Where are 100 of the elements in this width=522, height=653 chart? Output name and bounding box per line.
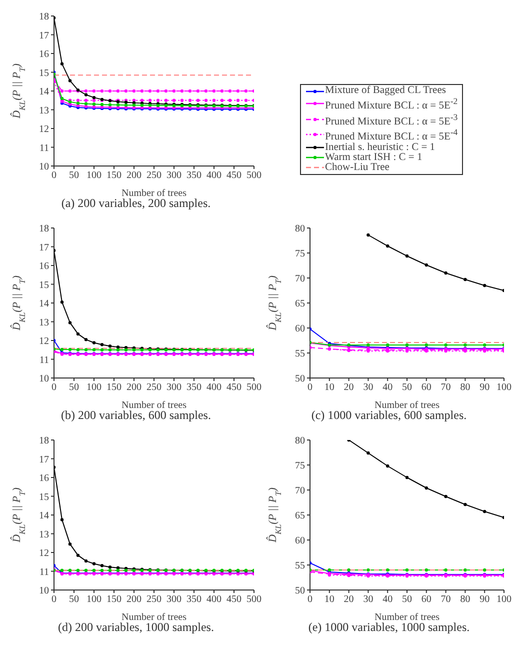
x-tick-label: 10 [324, 594, 334, 606]
x-axis-title: Number of trees [122, 400, 187, 411]
x-tick-label: 40 [382, 382, 393, 394]
y-tick-label: 16 [39, 49, 49, 60]
text: (a) 200 variables, 200 samples. [60, 196, 212, 211]
x-tick-label: 100 [86, 594, 102, 606]
x-tick-label: 90 [480, 382, 490, 394]
y-tick-label: 11 [39, 566, 49, 578]
x-tick-label: 60 [421, 382, 432, 394]
y-tick-label: 11 [39, 354, 49, 366]
x-tick-label: 150 [106, 382, 122, 394]
legend-label: Pruned Mixture BCL : α = 5E$^{-3}$ [325, 112, 458, 127]
y-tick-label: 17 [39, 454, 49, 466]
x-tick-label: 100 [86, 382, 102, 394]
x-tick-label: 250 [146, 594, 162, 606]
x-tick-label: 500 [246, 382, 262, 394]
y-tick-label: 15 [39, 280, 49, 291]
x-tick-label: 150 [106, 170, 122, 182]
x-tick-label: 50 [402, 382, 412, 394]
y-tick-label: 65 [295, 298, 305, 310]
y-tick-label: 75 [295, 248, 305, 260]
legend-label: Pruned Mixture BCL : α = 5E$^{-4}$ [325, 127, 458, 142]
y-tick-label: 50 [295, 374, 305, 385]
x-tick-label: 400 [206, 594, 222, 606]
x-axis-title: Number of trees [374, 400, 440, 411]
x-tick-label: 400 [206, 170, 222, 182]
x-tick-label: 200 [126, 382, 142, 394]
x-tick-label: 90 [480, 594, 490, 606]
x-tick-label: 70 [440, 594, 451, 606]
legend-label: Pruned Mixture BCL : α = 5E$^{-2}$ [325, 96, 458, 112]
x-tick-label: 30 [363, 382, 374, 394]
x-tick-label: 20 [344, 382, 354, 394]
y-tick-label: 17 [39, 30, 49, 42]
y-tick-label: 13 [39, 105, 49, 116]
x-tick-label: 40 [382, 594, 393, 606]
y-tick-label: 60 [295, 536, 305, 547]
y-tick-label: 14 [39, 510, 49, 522]
y-tick-label: 18 [39, 436, 49, 447]
x-tick-label: 300 [166, 170, 182, 182]
y-tick-label: 13 [39, 529, 49, 540]
x-tick-label: 300 [166, 594, 182, 606]
legend-label: Warm start ISH : C = 1 [325, 152, 422, 162]
text: (e) 1000 variables, 1000 samples. [307, 620, 471, 635]
x-tick-label: 300 [166, 382, 182, 394]
y-tick-label: 70 [295, 486, 305, 497]
x-tick-label: 20 [344, 594, 354, 606]
text: (c) 1000 variables, 600 samples. [310, 408, 468, 423]
y-tick-label: 18 [39, 224, 49, 235]
y-tick-label: 55 [295, 560, 305, 572]
x-tick-label: 450 [226, 170, 242, 182]
y-tick-label: 16 [39, 261, 49, 272]
x-tick-label: 50 [69, 382, 79, 394]
y-tick-label: 10 [39, 586, 49, 597]
x-tick-label: 100 [86, 170, 102, 182]
y-tick-label: 11 [39, 142, 49, 154]
x-tick-label: 500 [246, 170, 262, 182]
legend-label: Mixture of Bagged CL Trees [325, 85, 446, 96]
x-tick-label: 30 [363, 594, 374, 606]
x-tick-label: 0 [52, 170, 56, 182]
x-tick-label: 100 [496, 382, 512, 394]
y-tick-label: 75 [295, 460, 305, 472]
y-tick-label: 12 [39, 548, 49, 560]
y-tick-label: 10 [39, 162, 49, 173]
x-tick-label: 10 [324, 382, 334, 394]
x-axis-title: Number of trees [122, 188, 187, 199]
x-tick-label: 100 [496, 594, 512, 606]
legend-label: Chow-Liu Tree [325, 162, 390, 172]
x-tick-label: 0 [52, 594, 56, 606]
y-tick-label: 16 [39, 473, 49, 484]
x-tick-label: 450 [226, 594, 242, 606]
x-tick-label: 50 [69, 170, 79, 182]
text: (b) 200 variables, 600 samples. [60, 408, 212, 423]
x-tick-label: 50 [69, 594, 79, 606]
x-tick-label: 350 [186, 594, 202, 606]
x-tick-label: 500 [246, 594, 262, 606]
y-tick-label: 14 [39, 298, 49, 310]
y-tick-label: 80 [295, 436, 305, 447]
y-tick-label: 12 [39, 336, 49, 348]
x-tick-label: 350 [186, 382, 202, 394]
x-tick-label: 250 [146, 382, 162, 394]
x-tick-label: 0 [308, 594, 312, 606]
x-tick-label: 80 [460, 382, 470, 394]
x-axis-title: Number of trees [374, 612, 440, 623]
y-tick-label: 15 [39, 492, 49, 503]
x-tick-label: 0 [52, 382, 56, 394]
y-tick-label: 60 [295, 324, 305, 335]
y-tick-label: 17 [39, 242, 49, 254]
x-tick-label: 200 [126, 170, 142, 182]
y-tick-label: 18 [39, 12, 49, 23]
y-tick-label: 15 [39, 68, 49, 79]
legend-label: Inertial s. heuristic : C = 1 [325, 142, 436, 152]
y-tick-label: 13 [39, 317, 49, 328]
x-axis-title: Number of trees [122, 612, 187, 623]
x-tick-label: 60 [421, 594, 432, 606]
x-tick-label: 400 [206, 382, 222, 394]
y-tick-label: 10 [39, 374, 49, 385]
x-tick-label: 70 [440, 382, 451, 394]
x-tick-label: 450 [226, 382, 242, 394]
y-tick-label: 50 [295, 586, 305, 597]
x-tick-label: 80 [460, 594, 470, 606]
